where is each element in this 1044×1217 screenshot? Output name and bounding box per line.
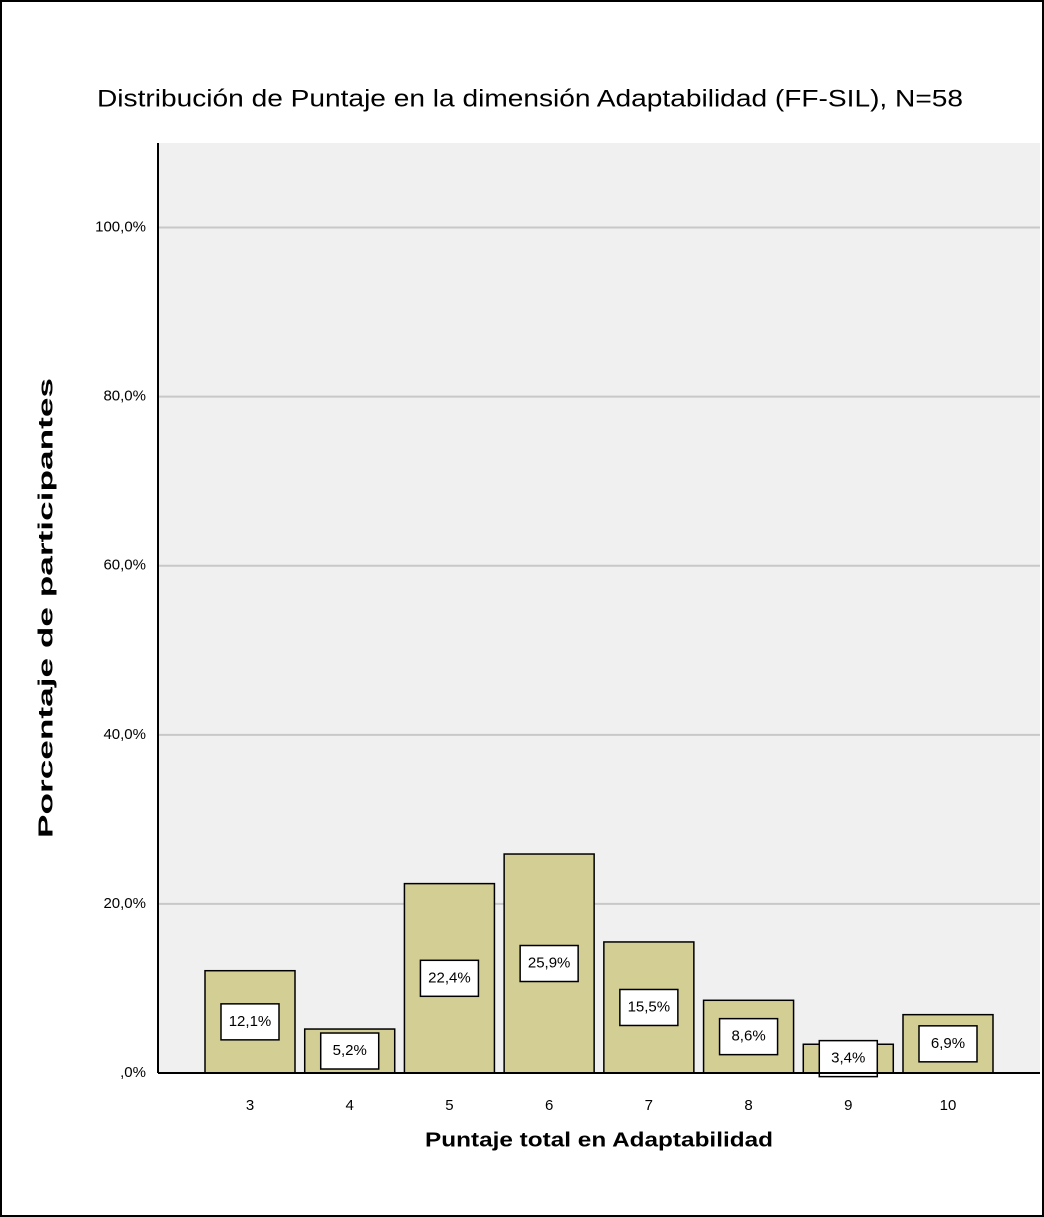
value-label: 15,5% xyxy=(628,998,671,1015)
value-label-box xyxy=(918,1025,978,1063)
value-label-box xyxy=(718,1017,779,1056)
value-label-box xyxy=(619,988,679,1027)
x-tick-label: 6 xyxy=(545,1097,553,1114)
value-label: 6,9% xyxy=(931,1035,965,1052)
value-label: 3,4% xyxy=(831,1050,865,1067)
x-tick-label: 3 xyxy=(246,1097,254,1114)
x-tick-label: 4 xyxy=(346,1097,354,1114)
x-tick-label: 8 xyxy=(744,1097,752,1114)
y-tick-label: 80,0% xyxy=(103,388,146,405)
x-tick-label: 10 xyxy=(940,1097,957,1114)
plot-area xyxy=(158,143,1040,1073)
value-label: 8,6% xyxy=(731,1028,765,1045)
y-tick-label: 20,0% xyxy=(103,895,146,912)
y-tick-label: ,0% xyxy=(120,1064,146,1081)
value-label: 25,9% xyxy=(528,954,571,971)
x-tick-label: 9 xyxy=(844,1097,852,1114)
x-tick-label: 7 xyxy=(645,1097,653,1114)
x-tick-label: 5 xyxy=(445,1097,453,1114)
value-label: 5,2% xyxy=(333,1042,367,1059)
y-tick-label: 40,0% xyxy=(103,726,146,743)
value-label: 22,4% xyxy=(428,969,471,986)
chart-title: Distribución de Puntaje en la dimensión … xyxy=(97,85,963,112)
value-label-box xyxy=(818,1039,879,1078)
bar xyxy=(702,999,795,1074)
value-label-box xyxy=(220,1003,280,1041)
value-label-box xyxy=(319,1032,380,1070)
x-axis-label: Puntaje total en Adaptabilidad xyxy=(425,1129,773,1151)
y-tick-label: 100,0% xyxy=(95,219,146,236)
value-label-box xyxy=(419,959,480,998)
y-tick-label: 60,0% xyxy=(103,557,146,574)
value-label-box xyxy=(519,944,579,983)
value-label: 12,1% xyxy=(229,1013,272,1030)
y-axis-label: Porcentaje de participantes xyxy=(35,378,57,838)
